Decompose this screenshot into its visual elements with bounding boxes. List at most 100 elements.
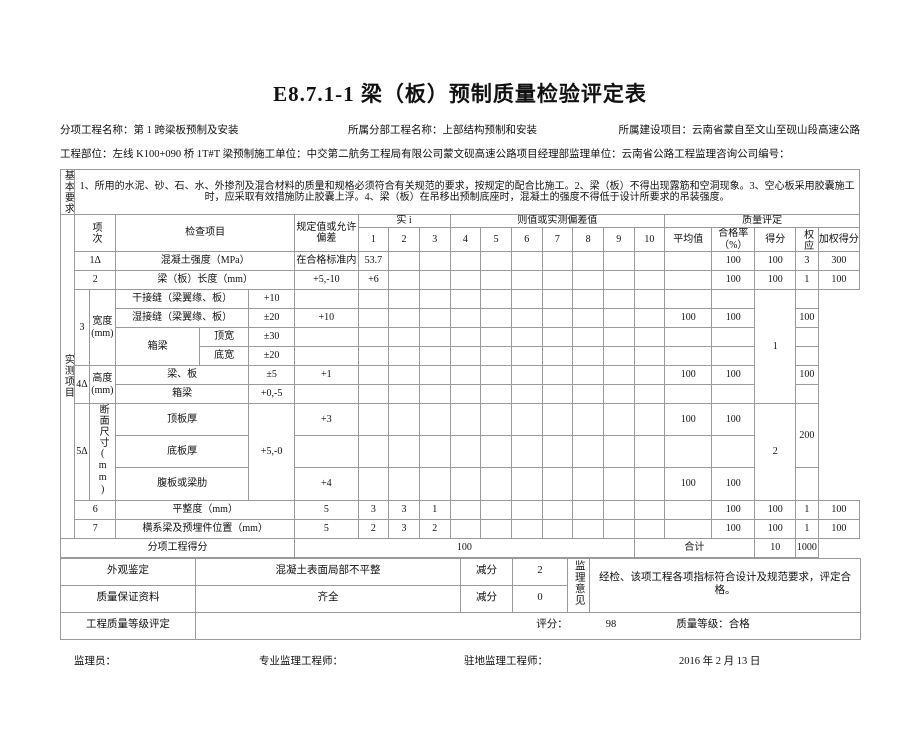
row-weighted: 100 xyxy=(795,365,819,385)
subitem-label: 分项工程名称： xyxy=(60,125,134,136)
row-score xyxy=(711,435,756,469)
row-average xyxy=(633,435,666,469)
row-name: 腹板或梁肋 xyxy=(115,467,250,501)
header-average: 平均值 xyxy=(664,227,713,252)
row-name: 混凝土强度（MPa） xyxy=(115,251,296,271)
row-value xyxy=(541,518,574,539)
row-value: +1 xyxy=(294,365,359,385)
row-group-text: 宽度(mm) xyxy=(91,316,114,339)
row-average xyxy=(633,289,666,309)
row-value xyxy=(449,308,482,328)
row-average xyxy=(664,270,713,290)
row-spec: ±5 xyxy=(248,365,296,385)
row-value xyxy=(633,251,666,271)
row-weighted xyxy=(795,289,819,309)
row-value xyxy=(388,270,420,290)
row-value xyxy=(572,289,604,309)
row-value xyxy=(388,327,420,347)
section-label-text: 实测项目 xyxy=(62,354,74,399)
row-value xyxy=(357,346,390,366)
part-name: 所属分部工程名称：上部结构预制和安装 xyxy=(348,122,619,137)
row-name: 底宽 xyxy=(199,346,250,366)
row-value xyxy=(294,346,359,366)
signature-row: 监理员： 专业监理工程师： 驻地监理工程师： 2016 年 2 月 13 日 xyxy=(60,653,860,668)
basis-row: 基本要求 1、所用的水泥、砂、石、水、外掺剂及混合材料的质量和规格必须符合有关规… xyxy=(59,169,860,215)
basis-text-cell: 1、所用的水泥、砂、石、水、外掺剂及混合材料的质量和规格必须符合有关规范的要求，… xyxy=(74,169,860,215)
row-value xyxy=(510,308,543,328)
row-weight: 1 xyxy=(754,289,797,404)
row-score: 100 xyxy=(754,251,797,271)
row-value xyxy=(449,499,482,520)
meta-row-1: 分项工程名称：第 1 跨梁板预制及安装 所属分部工程名称：上部结构预制和安装 所… xyxy=(60,122,860,137)
inspector-signature[interactable]: 监理员： xyxy=(74,655,116,667)
records-value: 齐全 xyxy=(195,584,461,613)
row-average xyxy=(633,308,666,328)
row-value xyxy=(541,384,574,404)
page-title: E8.7.1-1 梁（板）预制质量检验评定表 xyxy=(273,82,647,106)
form-page: E8.7.1-1 梁（板）预制质量检验评定表 分项工程名称：第 1 跨梁板预制及… xyxy=(0,78,920,729)
professional-engineer-signature[interactable]: 专业监理工程师： xyxy=(259,655,343,667)
row-value xyxy=(602,384,635,404)
records-deduct-label: 减分 xyxy=(460,584,513,613)
row-value xyxy=(418,365,451,385)
row-value xyxy=(541,435,574,469)
row-score xyxy=(711,327,756,347)
row-value xyxy=(572,251,604,271)
score-label: 评分： xyxy=(536,619,568,631)
row-pass-rate: 100 xyxy=(664,402,713,437)
row-value xyxy=(480,402,512,437)
row-value xyxy=(541,270,574,290)
row-value xyxy=(449,346,482,366)
row-no: 6 xyxy=(74,499,117,520)
row-value xyxy=(541,346,574,366)
row-group: 高度(mm) xyxy=(88,365,117,404)
row-value xyxy=(449,384,482,404)
row-value xyxy=(480,270,512,290)
row-value xyxy=(602,270,635,290)
part-value: 上部结构预制和安装 xyxy=(442,125,537,136)
row-name: 平整度（mm） xyxy=(115,499,296,520)
row-value xyxy=(510,365,543,385)
row-weighted: 100 xyxy=(817,499,861,520)
table-row: 湿接缝（梁翼缘、板） ±20 +10 100 100 100 xyxy=(61,308,860,328)
row-value xyxy=(572,384,604,404)
row-value xyxy=(602,289,635,309)
row-value xyxy=(510,289,543,309)
row-value xyxy=(418,251,451,271)
table-row: 箱梁 顶宽 ±30 xyxy=(61,327,860,366)
header-pass-rate: 合格率 （%） xyxy=(711,227,756,252)
opinion-label-cell: 监理意见 xyxy=(567,557,590,613)
row-value xyxy=(541,402,574,437)
header-measured-right: 则值或实测偏差值 xyxy=(449,214,666,228)
header-item-no-text: 项次 xyxy=(90,222,101,244)
row-no: 3 xyxy=(74,289,90,366)
header-check-item: 检查项目 xyxy=(115,214,296,252)
weighted-sum: 1000 xyxy=(795,537,819,558)
project-label: 所属建设项目： xyxy=(618,125,692,136)
row-pass-rate: 100 xyxy=(711,251,756,271)
header-weight-text: 权应 xyxy=(801,228,813,251)
row-value xyxy=(357,365,390,385)
row-spec: 5 xyxy=(294,499,359,520)
row-spec: +10 xyxy=(248,289,296,309)
row-value xyxy=(572,327,604,347)
row-value xyxy=(480,365,512,385)
row-value xyxy=(449,327,482,347)
row-value: +3 xyxy=(294,402,359,437)
row-average xyxy=(633,467,666,501)
header-group-row: 实测项目 项次 检查项目 规定值或允许偏差 实 i 则值或实测偏差值 质量评定 xyxy=(59,214,860,539)
row-name: 顶宽 xyxy=(199,327,250,347)
row-value xyxy=(418,289,451,309)
row-no: 7 xyxy=(74,518,117,539)
resident-engineer-signature[interactable]: 驻地监理工程师： xyxy=(464,655,548,667)
row-weighted: 100 xyxy=(817,270,861,290)
basis-label-text: 基本要求 xyxy=(62,170,74,214)
appearance-deduct-value: 2 xyxy=(512,557,568,586)
row-value xyxy=(449,251,482,271)
header-measured-left: 实 i xyxy=(357,214,451,228)
header-spec: 规定值或允许偏差 xyxy=(294,214,359,252)
row-score: 100 xyxy=(711,467,756,501)
evaluation-table: 外观鉴定 混凝土表面局部不平整 减分 2 监理意见 经检、该项工程各项指标符合设… xyxy=(60,557,861,640)
row-value xyxy=(633,518,666,539)
row-value xyxy=(541,467,574,501)
